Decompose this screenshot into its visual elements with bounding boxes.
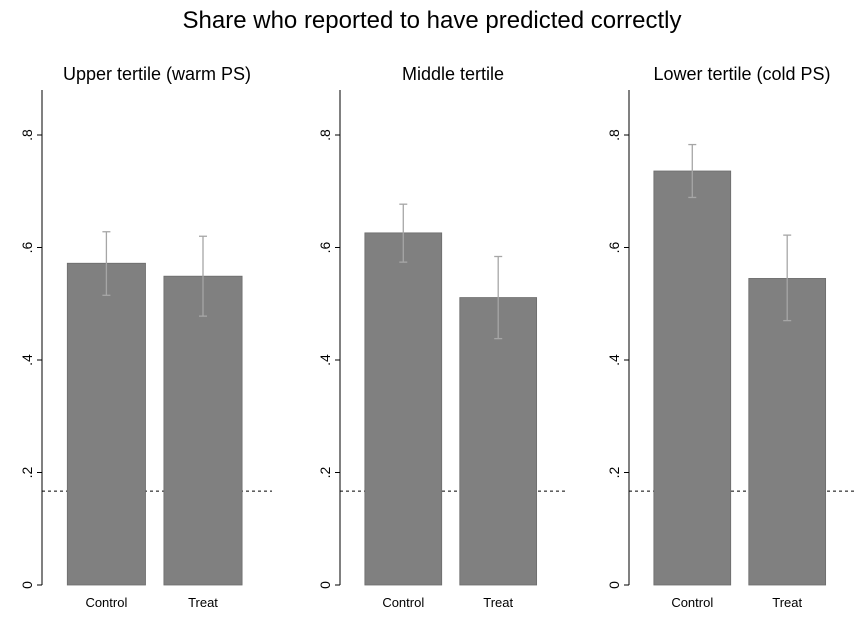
x-tick-label: Treat	[772, 595, 802, 610]
y-tick-label: 0	[317, 581, 333, 589]
y-tick-label: .8	[606, 129, 622, 141]
y-tick-label: .2	[606, 466, 622, 478]
bar-control	[364, 232, 443, 586]
y-tick-label: .8	[317, 129, 333, 141]
x-tick-label: Treat	[188, 595, 218, 610]
bar-control	[653, 170, 732, 586]
y-tick-label: 0	[606, 581, 622, 589]
y-tick-label: .4	[317, 354, 333, 366]
panel-subtitle: Upper tertile (warm PS)	[63, 64, 251, 84]
bar-treat	[748, 278, 827, 586]
y-tick-label: .4	[606, 354, 622, 366]
panel-2: Middle tertile Control Treat 0 .2 .4 .6 .8	[317, 64, 566, 610]
bar-treat	[459, 297, 538, 586]
x-tick-label: Treat	[483, 595, 513, 610]
panel-1: Upper tertile (warm PS) Control Treat 0 .2 .4…	[19, 64, 272, 610]
y-tick-label: .8	[19, 129, 35, 141]
y-tick-label: .4	[19, 354, 35, 366]
y-tick-label: .6	[606, 241, 622, 253]
bar-control	[66, 262, 146, 586]
panel-3: Lower tertile (cold PS) Control Treat 0 .2 .4…	[606, 64, 855, 610]
panel-subtitle: Middle tertile	[402, 64, 504, 84]
y-tick-label: .6	[317, 241, 333, 253]
y-tick-label: .2	[19, 466, 35, 478]
chart-title: Share who reported to have predicted cor…	[183, 7, 682, 34]
panel-subtitle: Lower tertile (cold PS)	[653, 64, 830, 84]
y-tick-label: .6	[19, 241, 35, 253]
x-tick-label: Control	[671, 595, 713, 610]
x-tick-label: Control	[382, 595, 424, 610]
y-tick-label: 0	[19, 581, 35, 589]
x-tick-label: Control	[85, 595, 127, 610]
bar-treat	[163, 275, 243, 586]
y-tick-label: .2	[317, 466, 333, 478]
